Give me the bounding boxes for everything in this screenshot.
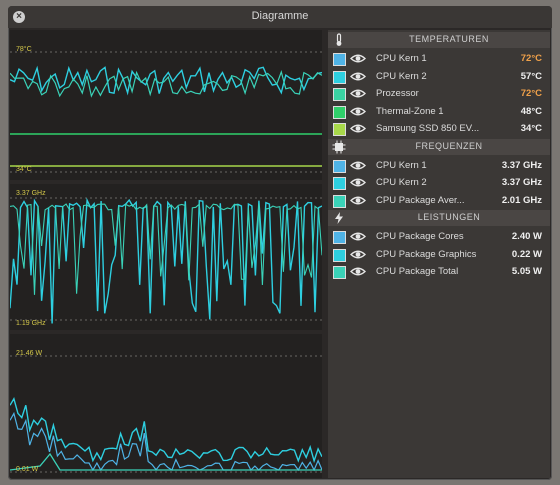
sensor-value: 57°C (520, 70, 542, 82)
sensor-row[interactable]: CPU Package Total 5.05 W (328, 263, 550, 280)
section-header-leistungen: LEISTUNGEN (328, 210, 550, 226)
series-color-swatch[interactable] (333, 159, 346, 173)
sensor-row[interactable]: Samsung SSD 850 EV... 34°C (328, 120, 550, 137)
sensor-label: CPU Kern 2 (376, 177, 427, 188)
sensor-label: CPU Package Total (376, 266, 459, 277)
frequency-series-line (10, 197, 322, 324)
temperature-plot: 78°C 34°C (10, 30, 322, 180)
sensor-row[interactable]: CPU Package Graphics 0.22 W (328, 246, 550, 263)
sensor-label: CPU Package Cores (376, 231, 464, 242)
power-plot-canvas (10, 355, 322, 473)
sensor-row[interactable]: CPU Kern 1 3.37 GHz (328, 157, 550, 174)
diagram-window: × Diagramme 78°C 34°C 3.37 GHz 1.19 GHz … (8, 6, 552, 480)
sensor-label: Thermal-Zone 1 (376, 105, 444, 117)
title-bar: × Diagramme (8, 6, 552, 28)
series-color-swatch[interactable] (333, 177, 346, 190)
sensor-row[interactable]: Thermal-Zone 1 48°C (328, 103, 550, 120)
eye-icon[interactable] (349, 70, 367, 83)
frequency-plot-canvas (10, 197, 322, 324)
plots-area: 78°C 34°C 3.37 GHz 1.19 GHz 21.46 W 0.01… (10, 30, 322, 478)
sensor-value: 3.37 GHz (501, 177, 542, 188)
series-color-swatch[interactable] (333, 194, 346, 208)
temperature-min-label: 34°C (16, 166, 32, 173)
series-color-swatch[interactable] (333, 53, 346, 66)
eye-icon[interactable] (349, 159, 367, 172)
power-max-label: 21.46 W (16, 350, 43, 357)
sensor-value: 0.22 W (511, 248, 542, 260)
section-title: FREQUENZEN (415, 140, 483, 151)
close-button[interactable]: × (13, 11, 25, 23)
sensor-row[interactable]: CPU Kern 1 72°C (328, 50, 550, 67)
eye-icon[interactable] (349, 265, 367, 278)
power-series-line (10, 452, 322, 471)
sensor-label: CPU Kern 2 (376, 70, 427, 82)
eye-icon[interactable] (349, 176, 367, 189)
series-color-swatch[interactable] (333, 248, 346, 262)
temperature-max-label: 78°C (16, 46, 32, 53)
sensor-value: 72°C (520, 53, 542, 64)
lightning-icon (332, 211, 346, 225)
eye-icon[interactable] (349, 105, 367, 118)
sensor-value: 48°C (520, 105, 542, 117)
series-color-swatch[interactable] (333, 123, 346, 136)
sensor-row[interactable]: CPU Package Aver... 2.01 GHz (328, 192, 550, 209)
temperature-plot-canvas (10, 51, 322, 173)
power-min-label: 0.01 W (16, 466, 39, 473)
power-series-line (10, 397, 322, 464)
temp-series-line (10, 70, 322, 98)
eye-icon[interactable] (349, 122, 367, 135)
sensor-label: CPU Kern 1 (376, 159, 427, 171)
temp-series-line (10, 65, 322, 96)
series-color-swatch[interactable] (333, 70, 346, 84)
sensor-row[interactable]: CPU Kern 2 57°C (328, 68, 550, 85)
eye-icon[interactable] (349, 230, 367, 243)
sensor-value: 5.05 W (511, 266, 542, 277)
eye-icon[interactable] (349, 248, 367, 261)
sensor-row[interactable]: CPU Package Cores 2.40 W (328, 228, 550, 245)
section-title: TEMPERATUREN (409, 34, 489, 44)
sensor-row[interactable]: CPU Kern 2 3.37 GHz (328, 174, 550, 191)
sensor-label: CPU Package Aver... (376, 194, 465, 206)
sensor-label: CPU Package Graphics (376, 248, 477, 260)
eye-icon[interactable] (349, 52, 367, 65)
series-color-swatch[interactable] (333, 231, 346, 244)
sensor-label: Prozessor (376, 88, 419, 99)
series-color-swatch[interactable] (333, 105, 346, 119)
section-title: LEISTUNGEN (417, 212, 481, 222)
sensor-value: 3.37 GHz (501, 159, 542, 171)
eye-icon[interactable] (349, 194, 367, 207)
sensor-value: 72°C (520, 88, 542, 99)
section-header-frequenzen: FREQUENZEN (328, 138, 550, 155)
power-plot: 21.46 W 0.01 W (10, 334, 322, 478)
sensor-label: Samsung SSD 850 EV... (376, 123, 480, 134)
eye-icon[interactable] (349, 87, 367, 100)
power-series-line (10, 411, 322, 472)
sensor-value: 34°C (520, 123, 542, 134)
window-title: Diagramme (251, 10, 309, 22)
section-header-temperaturen: TEMPERATUREN (328, 32, 550, 48)
series-color-swatch[interactable] (333, 266, 346, 279)
series-color-swatch[interactable] (333, 88, 346, 101)
chip-icon (332, 140, 346, 154)
sensor-row[interactable]: Prozessor 72°C (328, 85, 550, 102)
sensor-value: 2.01 GHz (501, 194, 542, 206)
frequency-plot: 3.37 GHz 1.19 GHz (10, 184, 322, 330)
frequency-series-line (10, 203, 322, 295)
thermometer-icon (332, 33, 346, 47)
sensor-sidebar: TEMPERATUREN CPU Kern 1 72°C CPU Kern 2 57°C… (328, 30, 550, 478)
sensor-value: 2.40 W (511, 231, 542, 242)
frequency-min-label: 1.19 GHz (16, 320, 46, 327)
sensor-label: CPU Kern 1 (376, 53, 427, 64)
frequency-max-label: 3.37 GHz (16, 190, 46, 197)
